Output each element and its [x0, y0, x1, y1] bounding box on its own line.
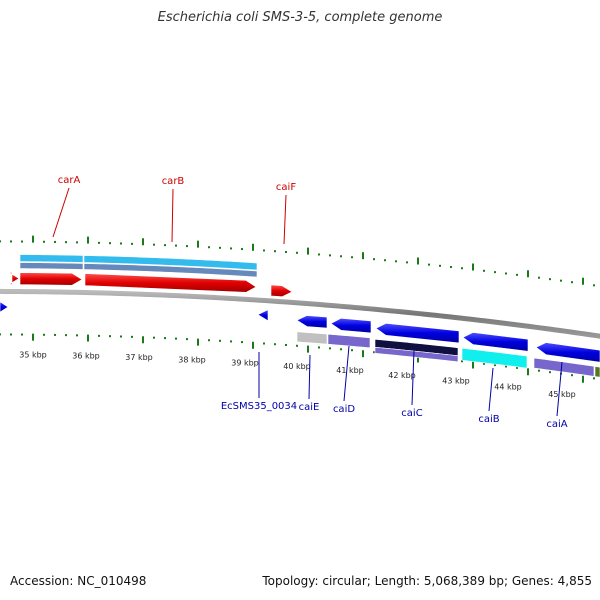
accession-text: Accession: NC_010498 [10, 574, 147, 588]
gene-leader-line [171, 188, 174, 243]
scale-label: 41 kbp [336, 366, 364, 375]
scale-label: 35 kbp [19, 351, 47, 360]
gene-label: caiE [299, 402, 320, 413]
gene-arrow [296, 315, 328, 329]
gene-arrow [330, 317, 372, 334]
feature-layer [0, 254, 600, 378]
forward-cds-band [19, 254, 84, 263]
gene-arrow [270, 284, 293, 298]
scale-label: 45 kbp [548, 390, 576, 399]
scale-label: 39 kbp [231, 358, 259, 367]
scale-label: 36 kbp [72, 352, 100, 361]
gene-label: caiD [333, 404, 355, 415]
gene-arrow [19, 272, 83, 286]
scale-label: 40 kbp [283, 362, 311, 371]
gene-label: carB [162, 176, 185, 187]
gene-leader-line [308, 354, 311, 400]
genome-backbone [0, 288, 600, 339]
gene-arrow [7, 272, 20, 285]
gene-arrow [462, 332, 529, 352]
forward-gene-band [19, 262, 84, 270]
gene-arrow [375, 323, 460, 344]
forward-cds-band [83, 255, 258, 271]
gene-arrow [84, 273, 257, 293]
gene-arrow [0, 300, 9, 314]
gene-leader-line [556, 361, 563, 417]
gene-arrow [257, 309, 269, 322]
genome-summary-text: Topology: circular; Length: 5,068,389 bp… [262, 574, 592, 588]
reverse-feature-band [533, 357, 595, 377]
scale-label: 38 kbp [178, 355, 206, 364]
gene-label: caiB [478, 414, 499, 425]
gene-leader-line [411, 349, 415, 406]
map-title: Escherichia coli SMS-3-5, complete genom… [157, 10, 443, 25]
gene-label: caiA [546, 419, 567, 430]
gene-label: EcSMS35_0034 [221, 401, 297, 412]
gene-label: carA [58, 175, 81, 186]
label-layer: 35 kbp 36 kbp 37 kbp 38 kbp 39 kbp 40 kbp 41 k… [19, 175, 576, 430]
gene-leader-line [343, 345, 350, 402]
gene-arrow [535, 342, 600, 363]
gene-leader-line [488, 367, 494, 412]
gene-leader-line [52, 187, 70, 238]
gene-label: caiF [276, 182, 296, 193]
scale-label: 43 kbp [442, 377, 470, 386]
reverse-feature-band [327, 333, 371, 349]
reverse-feature-band [594, 366, 600, 378]
gene-leader-line [283, 194, 287, 245]
scale-label: 42 kbp [388, 371, 416, 380]
scale-label: 37 kbp [125, 353, 153, 362]
reverse-feature-band [461, 347, 528, 369]
scale-label: 44 kbp [494, 383, 522, 392]
gene-label: caiC [401, 408, 422, 419]
reverse-feature-band [296, 331, 328, 345]
forward-gene-band [83, 263, 258, 278]
reverse-feature-band [374, 346, 459, 363]
